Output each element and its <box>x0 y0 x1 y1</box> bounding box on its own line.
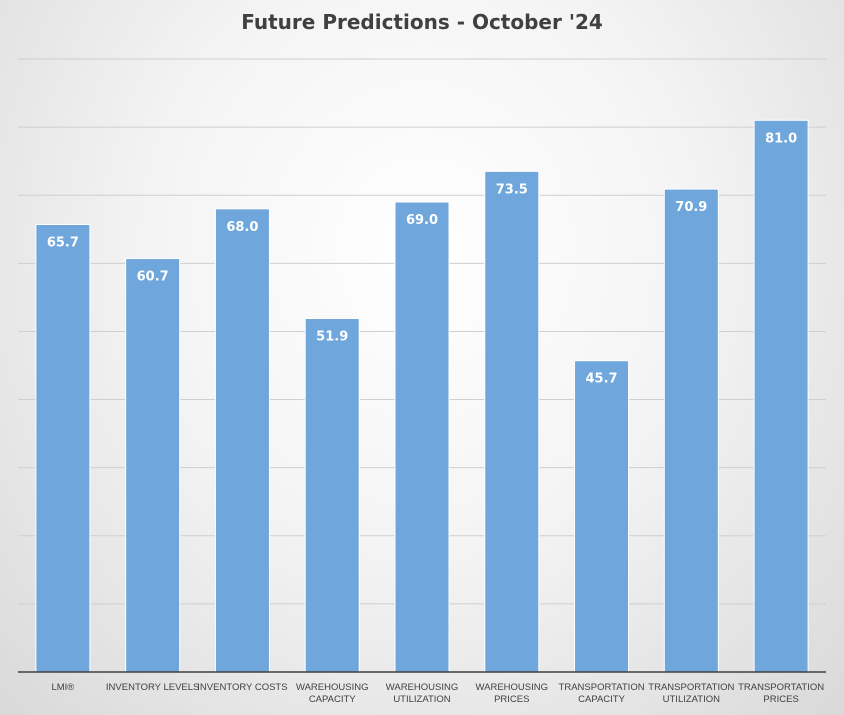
category-label: TRANSPORTATION PRICES <box>738 682 824 705</box>
bar <box>484 170 540 673</box>
data-label: 70.9 <box>675 200 707 215</box>
category-label: INVENTORY COSTS <box>197 682 287 693</box>
bar <box>125 258 181 673</box>
data-label: 65.7 <box>47 236 79 251</box>
category-label: WAREHOUSING CAPACITY <box>296 682 368 705</box>
bar <box>663 188 719 673</box>
bar <box>35 224 91 673</box>
data-label: 45.7 <box>586 372 618 387</box>
category-label: WAREHOUSING PRICES <box>476 682 548 705</box>
bar <box>214 208 270 673</box>
data-label: 60.7 <box>137 270 169 285</box>
category-label: TRANSPORTATION CAPACITY <box>559 682 645 705</box>
chart-title: Future Predictions - October '24 <box>241 10 603 34</box>
bar <box>753 119 809 673</box>
data-label: 69.0 <box>406 213 438 228</box>
bar <box>304 318 360 673</box>
category-label: WAREHOUSING UTILIZATION <box>386 682 458 705</box>
data-label: 68.0 <box>226 220 258 235</box>
bar <box>394 201 450 673</box>
category-label: INVENTORY LEVELS <box>106 682 199 693</box>
category-label: TRANSPORTATION UTILIZATION <box>648 682 734 705</box>
category-label: LMI® <box>51 682 74 693</box>
data-label: 51.9 <box>316 330 348 345</box>
data-label: 73.5 <box>496 182 528 197</box>
bar <box>574 360 630 673</box>
data-label: 81.0 <box>765 131 797 146</box>
